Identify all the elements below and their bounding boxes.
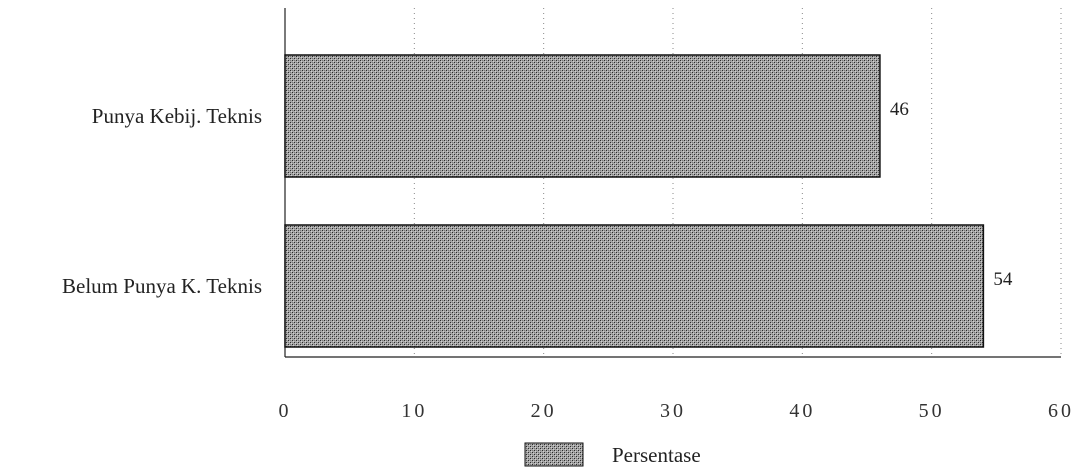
x-tick-label-40: 40 xyxy=(789,400,815,422)
x-tick-label-30: 30 xyxy=(660,400,686,422)
bars xyxy=(284,54,985,348)
category-label-1: Punya Kebij. Teknis xyxy=(92,104,262,128)
legend-label: Persentase xyxy=(612,443,701,467)
x-tick-label-50: 50 xyxy=(919,400,945,422)
legend: Persentase xyxy=(524,442,701,467)
data-label-2: 54 xyxy=(993,269,1013,290)
labels: 0 10 20 30 40 50 60 Punya Kebij. Teknis 46 Belum … xyxy=(62,99,1074,422)
bar-2 xyxy=(284,224,985,348)
x-tick-label-0: 0 xyxy=(279,400,292,422)
x-tick-label-10: 10 xyxy=(401,400,427,422)
x-tick-label-60: 60 xyxy=(1048,400,1074,422)
x-tick-label-20: 20 xyxy=(531,400,557,422)
bar-1 xyxy=(284,54,881,178)
data-label-1: 46 xyxy=(890,99,909,120)
legend-swatch xyxy=(524,442,584,467)
category-label-2: Belum Punya K. Teknis xyxy=(62,274,262,298)
